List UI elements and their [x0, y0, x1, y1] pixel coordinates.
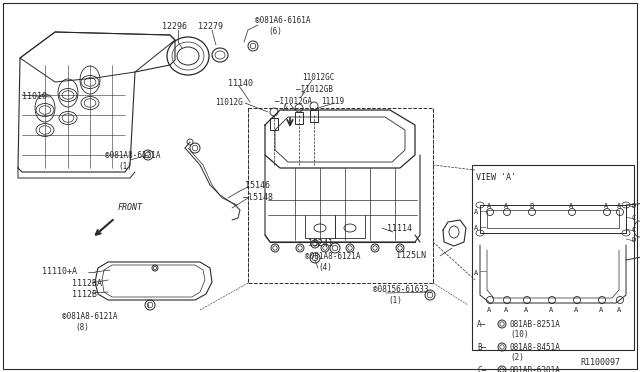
Text: B: B: [529, 203, 533, 209]
Text: 11119: 11119: [321, 97, 344, 106]
Text: 081AB-6301A: 081AB-6301A: [510, 366, 561, 372]
Text: A: A: [549, 307, 553, 313]
Text: 11012G: 11012G: [215, 98, 243, 107]
Text: 1125LN: 1125LN: [396, 251, 426, 260]
Bar: [270, 118, 278, 130]
Text: ®081A8-6121A: ®081A8-6121A: [105, 151, 161, 160]
Text: ®081A6-6161A: ®081A6-6161A: [255, 16, 310, 25]
Text: D: D: [632, 203, 636, 209]
Text: 081A8-8451A: 081A8-8451A: [510, 343, 561, 352]
Text: ®081A8-6121A: ®081A8-6121A: [305, 252, 360, 261]
Text: C: C: [632, 227, 636, 233]
Text: 11110+A: 11110+A: [42, 267, 77, 276]
Text: 1112BA: 1112BA: [72, 279, 102, 288]
Text: D: D: [632, 237, 636, 243]
Text: —I1012GA: —I1012GA: [275, 97, 312, 106]
Text: B—: B—: [477, 343, 486, 352]
Text: FRONT: FRONT: [118, 203, 143, 212]
Text: 15241: 15241: [308, 239, 333, 248]
Text: (4): (4): [318, 263, 332, 272]
Text: 11140: 11140: [228, 79, 253, 88]
Text: ®081A8-6121A: ®081A8-6121A: [62, 312, 118, 321]
Text: VIEW 'A': VIEW 'A': [476, 173, 516, 182]
Text: —l5148: —l5148: [243, 193, 273, 202]
Text: (8): (8): [75, 323, 89, 332]
Text: (1): (1): [388, 296, 402, 305]
Text: 11010: 11010: [22, 92, 47, 101]
Text: 11012GC: 11012GC: [302, 73, 334, 82]
Text: A: A: [617, 203, 621, 209]
Text: A: A: [504, 203, 508, 209]
Text: 12279: 12279: [198, 22, 223, 31]
Text: (10): (10): [510, 330, 529, 339]
Text: 081AB-8251A: 081AB-8251A: [510, 320, 561, 329]
Bar: [480, 205, 626, 233]
Text: A: A: [504, 307, 508, 313]
Text: (2): (2): [510, 353, 524, 362]
Text: A: A: [617, 307, 621, 313]
Bar: [295, 112, 303, 124]
Bar: [487, 210, 619, 228]
Text: ®08156-61633: ®08156-61633: [373, 285, 429, 294]
Text: 12296: 12296: [162, 22, 187, 31]
Text: C—: C—: [477, 366, 486, 372]
Text: A: A: [474, 209, 478, 215]
Text: A: A: [283, 104, 287, 113]
Text: (1): (1): [118, 162, 132, 171]
Text: A: A: [474, 270, 478, 276]
Text: A: A: [569, 203, 573, 209]
Text: (6): (6): [268, 27, 282, 36]
Text: C: C: [632, 215, 636, 221]
Text: R1100097: R1100097: [580, 358, 620, 367]
Text: A: A: [487, 307, 492, 313]
Text: A: A: [524, 307, 528, 313]
Text: A: A: [604, 203, 608, 209]
Text: A: A: [474, 225, 478, 231]
Bar: [472, 165, 634, 350]
Text: —I1012GB: —I1012GB: [296, 85, 333, 94]
Text: A: A: [487, 203, 492, 209]
Text: 11114: 11114: [387, 224, 412, 233]
Text: 15146: 15146: [245, 181, 270, 190]
Text: 1112B: 1112B: [72, 290, 97, 299]
Bar: [248, 108, 433, 283]
Text: A: A: [599, 307, 604, 313]
Text: A: A: [574, 307, 579, 313]
Text: A—: A—: [477, 320, 486, 329]
Bar: [310, 110, 318, 122]
